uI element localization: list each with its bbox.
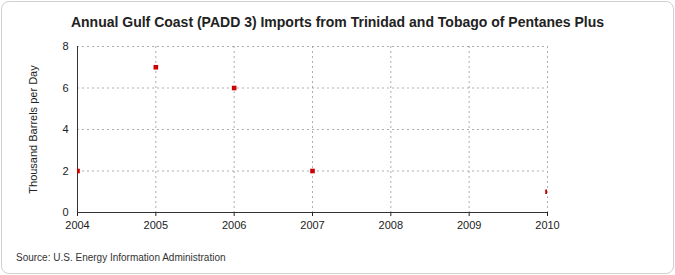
svg-text:Thousand Barrels per Day: Thousand Barrels per Day (27, 65, 39, 194)
svg-text:8: 8 (62, 40, 68, 52)
svg-text:2006: 2006 (222, 219, 246, 231)
svg-text:0: 0 (62, 206, 68, 218)
svg-text:2005: 2005 (144, 219, 168, 231)
svg-text:4: 4 (62, 123, 68, 135)
svg-text:2010: 2010 (535, 219, 559, 231)
svg-text:2008: 2008 (379, 219, 403, 231)
svg-text:2009: 2009 (457, 219, 481, 231)
html-text:Annual Gulf Coast (PADD 3) Imp: Annual Gulf Coast (PADD 3) Imports from … (71, 14, 604, 30)
svg-text:6: 6 (62, 82, 68, 94)
svg-text:2007: 2007 (300, 219, 324, 231)
svg-text:2004: 2004 (65, 219, 89, 231)
html-text:Source: U.S. Energy Informatio: Source: U.S. Energy Information Administ… (16, 252, 226, 263)
svg-text:2: 2 (62, 165, 68, 177)
